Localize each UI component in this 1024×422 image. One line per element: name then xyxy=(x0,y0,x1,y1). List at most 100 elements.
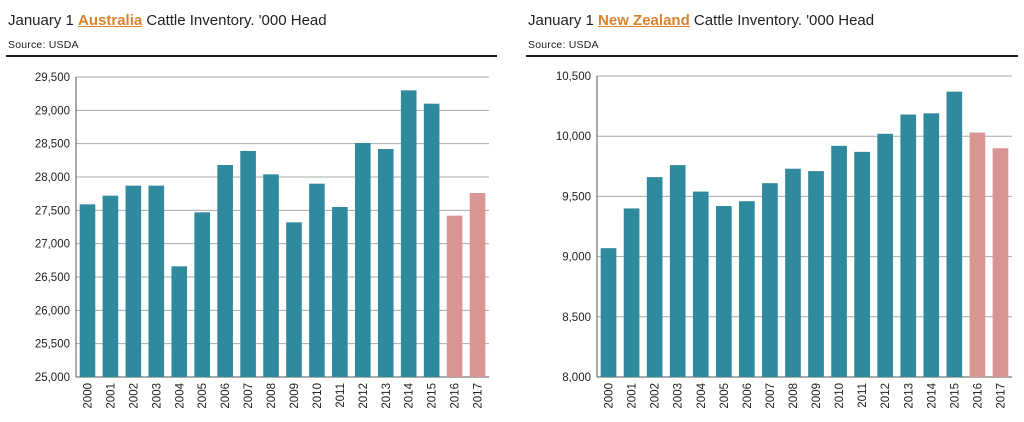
x-tick-label: 2004 xyxy=(696,382,708,408)
title-divider xyxy=(6,55,497,57)
y-tick-label: 8,000 xyxy=(562,372,591,384)
bar-2010 xyxy=(309,183,325,377)
chart-source: Source: USDA xyxy=(528,39,599,51)
x-tick-label: 2006 xyxy=(742,383,754,409)
bar-2017 xyxy=(469,193,486,377)
australia-bar-chart: 25,000 25,500 26,000 26,500 27,000 27,500 28,0… xyxy=(35,72,489,409)
x-tick-label: 2000 xyxy=(604,383,616,409)
bar-2011 xyxy=(332,207,348,377)
y-tick-label: 10,000 xyxy=(556,131,591,143)
australia-chart-panel: January 1 Australia Cattle Inventory. '0… xyxy=(0,0,503,422)
y-tick-label: 26,500 xyxy=(35,272,70,284)
y-tick-label: 27,500 xyxy=(35,205,70,217)
y-tick-label: 8,500 xyxy=(562,312,591,324)
bar-2016 xyxy=(446,215,463,377)
x-tick-label: 2013 xyxy=(381,383,393,409)
x-tick-label: 2002 xyxy=(128,383,140,409)
x-tick-label: 2015 xyxy=(949,383,961,409)
bar-2014 xyxy=(923,113,940,377)
bar-2001 xyxy=(102,195,119,377)
y-tick-label: 29,000 xyxy=(35,105,70,117)
title-divider xyxy=(526,55,1018,57)
y-tick-label: 25,500 xyxy=(35,339,70,351)
bar-2007 xyxy=(762,183,778,377)
bar-2000 xyxy=(79,204,96,377)
bar-2012 xyxy=(355,143,371,377)
y-tick-label: 26,000 xyxy=(35,305,70,317)
chart-title: January 1 Australia Cattle Inventory. '0… xyxy=(8,12,327,29)
y-tick-label: 10,500 xyxy=(556,71,591,83)
x-tick-label: 2004 xyxy=(174,382,186,408)
x-tick-label: 2011 xyxy=(857,383,869,408)
x-tick-label: 2013 xyxy=(903,383,915,409)
new-zealand-chart-panel: January 1 New Zealand Cattle Inventory. … xyxy=(520,0,1024,422)
bar-2013 xyxy=(900,114,917,377)
y-tick-label: 28,000 xyxy=(35,172,70,184)
x-tick-label: 2017 xyxy=(473,383,485,409)
bar-2005 xyxy=(194,212,210,377)
country-name: New Zealand xyxy=(598,12,690,29)
bar-2004 xyxy=(692,191,709,377)
y-tick-label: 25,000 xyxy=(35,372,70,384)
x-tick-label: 2008 xyxy=(266,383,278,409)
y-tick-label: 9,000 xyxy=(562,252,591,264)
x-tick-label: 2001 xyxy=(105,383,117,409)
x-tick-label: 2009 xyxy=(289,383,301,409)
new-zealand-bar-chart: 8,000 8,500 9,000 9,500 10,000 10,500 2000 2001… xyxy=(556,71,1012,409)
x-tick-label: 2001 xyxy=(627,383,639,409)
bar-2013 xyxy=(377,149,394,377)
x-tick-label: 2010 xyxy=(834,383,846,409)
bar-2010 xyxy=(831,145,847,377)
x-tick-label: 2005 xyxy=(719,383,731,409)
x-tick-label: 2012 xyxy=(880,383,892,409)
bar-2002 xyxy=(646,177,663,377)
bar-2006 xyxy=(739,201,755,377)
y-tick-label: 28,500 xyxy=(35,139,70,151)
bar-2004 xyxy=(171,266,188,377)
x-tick-label: 2017 xyxy=(995,383,1007,409)
x-tick-label: 2002 xyxy=(650,383,662,409)
y-tick-label: 29,500 xyxy=(35,72,70,84)
x-tick-label: 2016 xyxy=(450,383,462,409)
bar-2009 xyxy=(286,222,302,377)
bar-2001 xyxy=(623,208,640,377)
x-tick-label: 2003 xyxy=(151,383,163,409)
chart-title: January 1 New Zealand Cattle Inventory. … xyxy=(528,12,875,29)
x-tick-label: 2016 xyxy=(972,383,984,409)
x-tick-label: 2003 xyxy=(673,383,685,409)
bar-2012 xyxy=(877,133,894,377)
x-tick-label: 2014 xyxy=(404,382,416,408)
x-tick-label: 2007 xyxy=(243,383,255,409)
y-tick-label: 27,000 xyxy=(35,239,70,251)
x-tick-label: 2005 xyxy=(197,383,209,409)
x-tick-label: 2007 xyxy=(765,383,777,409)
country-name: Australia xyxy=(78,12,143,29)
bar-2006 xyxy=(217,165,233,377)
bar-2014 xyxy=(400,90,417,377)
bar-2009 xyxy=(808,171,824,377)
bar-2000 xyxy=(600,248,617,377)
bar-2011 xyxy=(854,151,870,377)
x-tick-label: 2012 xyxy=(358,383,370,409)
x-tick-label: 2010 xyxy=(312,383,324,409)
bar-2007 xyxy=(240,151,256,377)
bar-2003 xyxy=(669,165,686,377)
bar-2015 xyxy=(946,91,963,377)
chart-source: Source: USDA xyxy=(8,39,79,51)
y-tick-label: 9,500 xyxy=(562,191,591,203)
x-tick-label: 2014 xyxy=(926,382,938,408)
bar-2002 xyxy=(125,185,142,377)
bar-2003 xyxy=(148,185,165,377)
x-tick-label: 2009 xyxy=(811,383,823,409)
bar-2015 xyxy=(423,103,440,377)
bar-2017 xyxy=(992,148,1009,377)
x-tick-label: 2006 xyxy=(220,383,232,409)
x-tick-label: 2015 xyxy=(427,383,439,409)
x-tick-label: 2000 xyxy=(82,383,94,409)
bar-2008 xyxy=(263,174,279,377)
x-tick-label: 2011 xyxy=(335,383,347,408)
bar-2005 xyxy=(715,206,732,377)
bar-2016 xyxy=(969,132,986,377)
bar-2008 xyxy=(785,168,801,377)
x-tick-label: 2008 xyxy=(788,383,800,409)
